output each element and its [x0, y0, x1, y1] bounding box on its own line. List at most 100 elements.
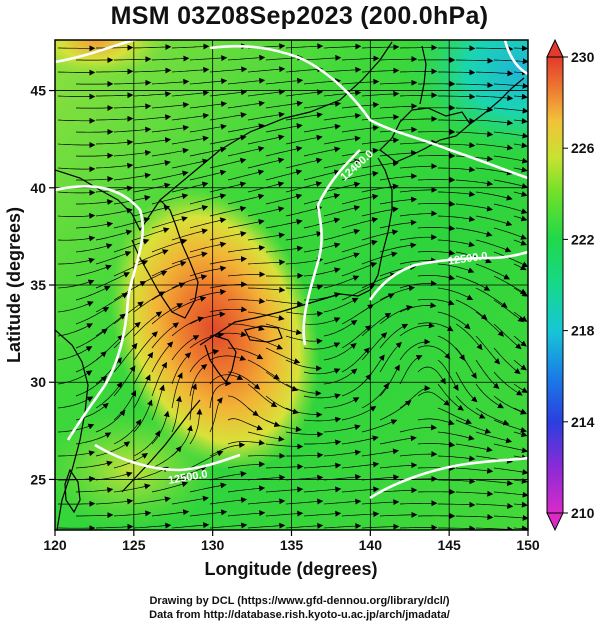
streamline-397: [417, 418, 455, 426]
streamline-418: [265, 443, 304, 450]
streamline-234: [399, 257, 438, 265]
streamline-386: [475, 407, 510, 426]
streamline-476: [95, 498, 134, 505]
streamline-166: [189, 193, 227, 205]
colorbar-top-cap: [546, 38, 564, 58]
streamline-138: [76, 175, 114, 182]
streamline-290: [151, 303, 183, 325]
streamline-444: [303, 462, 342, 469]
streamline-291: [189, 311, 226, 325]
streamline-376: [95, 381, 123, 409]
streamline-333: [361, 332, 388, 361]
coastline-korea: [131, 199, 199, 319]
streamline-221: [379, 242, 417, 253]
streamline-424: [493, 443, 528, 454]
streamline-343: [265, 371, 299, 392]
streamline-94: [303, 123, 341, 133]
streamline-165: [151, 193, 189, 205]
streamline-434: [399, 451, 438, 458]
streamline-101: [95, 139, 134, 146]
colorbar-label-230: 230: [571, 49, 595, 65]
streamline-451: [95, 471, 133, 481]
coastline-kurils: [469, 77, 525, 125]
streamline-504: [209, 522, 248, 529]
streamline-220: [341, 239, 378, 253]
streamline-162: [513, 191, 528, 197]
streamline-485: [438, 501, 476, 508]
streamline-224: [493, 251, 528, 267]
streamline-127: [133, 160, 171, 169]
streamline-190: [151, 216, 188, 229]
streamline-495: [341, 511, 380, 518]
streamline-201: [95, 229, 133, 241]
streamline-375: [57, 396, 94, 409]
height-contour-center: [316, 149, 361, 206]
streamline-440: [151, 445, 182, 469]
streamline-400: [57, 423, 95, 433]
streamline-188: [75, 221, 114, 229]
streamline-198: [455, 227, 493, 237]
streamline-53: [171, 89, 210, 97]
streamline-25: [57, 69, 96, 76]
streamline-360: [437, 383, 464, 411]
streamline-318: [265, 347, 301, 364]
streamline-509: [399, 524, 438, 530]
streamline-100: [57, 142, 96, 148]
streamline-479: [209, 497, 248, 505]
streamline-14: [114, 56, 152, 63]
streamline-278: [171, 296, 207, 313]
streamline-177: [133, 205, 171, 217]
streamline-142: [227, 169, 265, 181]
streamline-181: [285, 205, 323, 217]
streamline-456: [285, 474, 324, 481]
streamline-187: [513, 215, 528, 222]
streamline-141: [189, 169, 227, 181]
streamline-178: [171, 205, 209, 217]
streamline-313: [75, 328, 108, 349]
streamline-412: [513, 431, 528, 438]
streamline-191: [189, 217, 227, 229]
height-contour-northeast: [503, 40, 528, 76]
streamline-111: [475, 143, 514, 151]
streamline-314: [113, 321, 141, 349]
streamline-71: [379, 103, 418, 110]
streamline-359: [399, 355, 423, 385]
streamline-16: [189, 55, 228, 62]
streamline-40: [151, 78, 190, 85]
streamline-460: [438, 478, 476, 485]
streamline-298: [455, 323, 483, 351]
streamline-432: [323, 449, 362, 457]
streamline-501: [95, 523, 134, 530]
streamline-149: [493, 179, 528, 189]
temperature-field: [55, 40, 528, 530]
streamline-489: [113, 510, 152, 517]
streamline-199: [493, 227, 527, 240]
streamline-144: [303, 169, 341, 181]
streamline-508: [361, 523, 400, 530]
streamline-481: [285, 498, 324, 505]
streamline-129: [209, 157, 247, 169]
streamline-84: [399, 115, 438, 122]
streamline-378: [171, 372, 183, 409]
y-axis-title: Latitude (degrees): [4, 207, 24, 363]
colorbar-bottom-cap: [546, 512, 564, 532]
streamline-205: [247, 232, 285, 241]
streamline-98: [455, 131, 494, 138]
streamline-120: [341, 147, 379, 157]
streamline-379: [209, 380, 232, 409]
streamline-458: [361, 474, 400, 481]
streamline-347: [417, 366, 446, 385]
streamline-54: [209, 89, 248, 97]
streamline-124: [493, 155, 528, 164]
streamline-150: [57, 189, 96, 196]
streamline-237: [513, 263, 527, 271]
streamline-345: [341, 347, 370, 373]
streamline-26: [96, 68, 134, 75]
streamline-156: [285, 181, 323, 193]
streamline-69: [303, 100, 342, 109]
streamline-334: [399, 338, 431, 361]
height-contour-south: [94, 443, 241, 472]
streamline-119: [303, 146, 341, 157]
streamline-215: [151, 238, 188, 253]
streamline-387: [513, 407, 527, 415]
